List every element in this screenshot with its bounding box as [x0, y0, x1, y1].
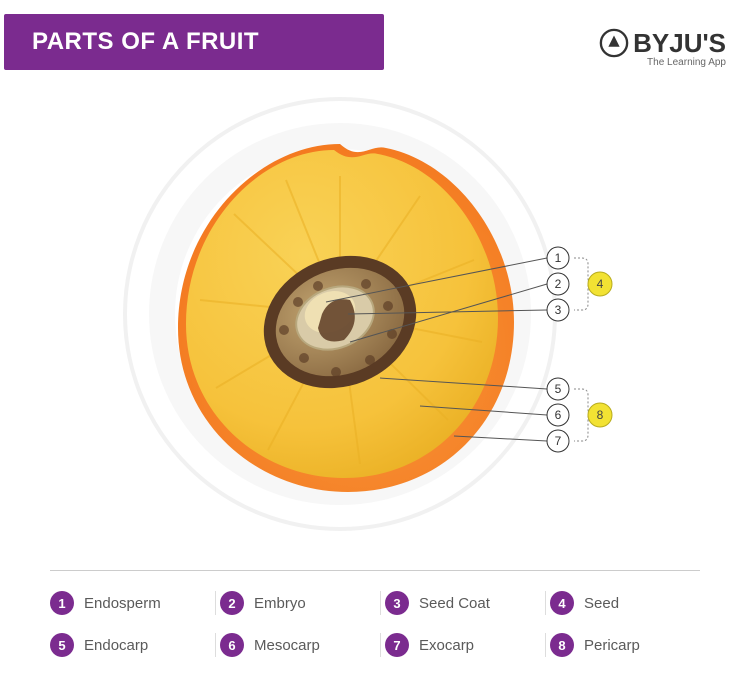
- legend-label-2: Embryo: [254, 595, 306, 612]
- group-badge-label-8: 8: [597, 408, 604, 422]
- legend-label-1: Endosperm: [84, 595, 161, 612]
- logo-icon: [599, 28, 629, 58]
- legend-item-5: 5 Endocarp: [50, 633, 205, 657]
- legend-label-7: Exocarp: [419, 637, 474, 654]
- fruit-diagram: 123567 48: [60, 84, 690, 544]
- callout-label-6: 6: [555, 408, 562, 422]
- legend-item-7: 7 Exocarp: [380, 633, 535, 657]
- logo: BYJU'S The Learning App: [599, 28, 726, 68]
- legend-label-4: Seed: [584, 595, 619, 612]
- legend-badge-6: 6: [220, 633, 244, 657]
- legend-badge-4: 4: [550, 591, 574, 615]
- legend-divider: [50, 570, 700, 571]
- legend-badge-1: 1: [50, 591, 74, 615]
- legend-badge-7: 7: [385, 633, 409, 657]
- callout-label-1: 1: [555, 251, 562, 265]
- logo-sub: The Learning App: [599, 57, 726, 68]
- legend-item-6: 6 Mesocarp: [215, 633, 370, 657]
- legend-badge-3: 3: [385, 591, 409, 615]
- legend-item-8: 8 Pericarp: [545, 633, 700, 657]
- legend-label-5: Endocarp: [84, 637, 148, 654]
- callout-label-5: 5: [555, 382, 562, 396]
- page-title: PARTS OF A FRUIT: [32, 28, 259, 55]
- legend: 1 Endosperm 2 Embryo 3 Seed Coat 4 Seed 5 Endocar…: [50, 570, 700, 657]
- legend-item-4: 4 Seed: [545, 591, 700, 615]
- group-badge-label-4: 4: [597, 277, 604, 291]
- legend-badge-8: 8: [550, 633, 574, 657]
- legend-label-3: Seed Coat: [419, 595, 490, 612]
- legend-item-1: 1 Endosperm: [50, 591, 205, 615]
- group-brackets: 48: [574, 258, 612, 441]
- legend-badge-5: 5: [50, 633, 74, 657]
- legend-badge-2: 2: [220, 591, 244, 615]
- legend-label-8: Pericarp: [584, 637, 640, 654]
- legend-label-6: Mesocarp: [254, 637, 320, 654]
- callout-label-3: 3: [555, 303, 562, 317]
- logo-brand: BYJU'S: [599, 28, 726, 59]
- title-banner: PARTS OF A FRUIT: [4, 14, 384, 70]
- callout-label-7: 7: [555, 434, 562, 448]
- callout-label-2: 2: [555, 277, 562, 291]
- legend-grid: 1 Endosperm 2 Embryo 3 Seed Coat 4 Seed 5 Endocar…: [50, 591, 700, 657]
- legend-item-2: 2 Embryo: [215, 591, 370, 615]
- legend-item-3: 3 Seed Coat: [380, 591, 535, 615]
